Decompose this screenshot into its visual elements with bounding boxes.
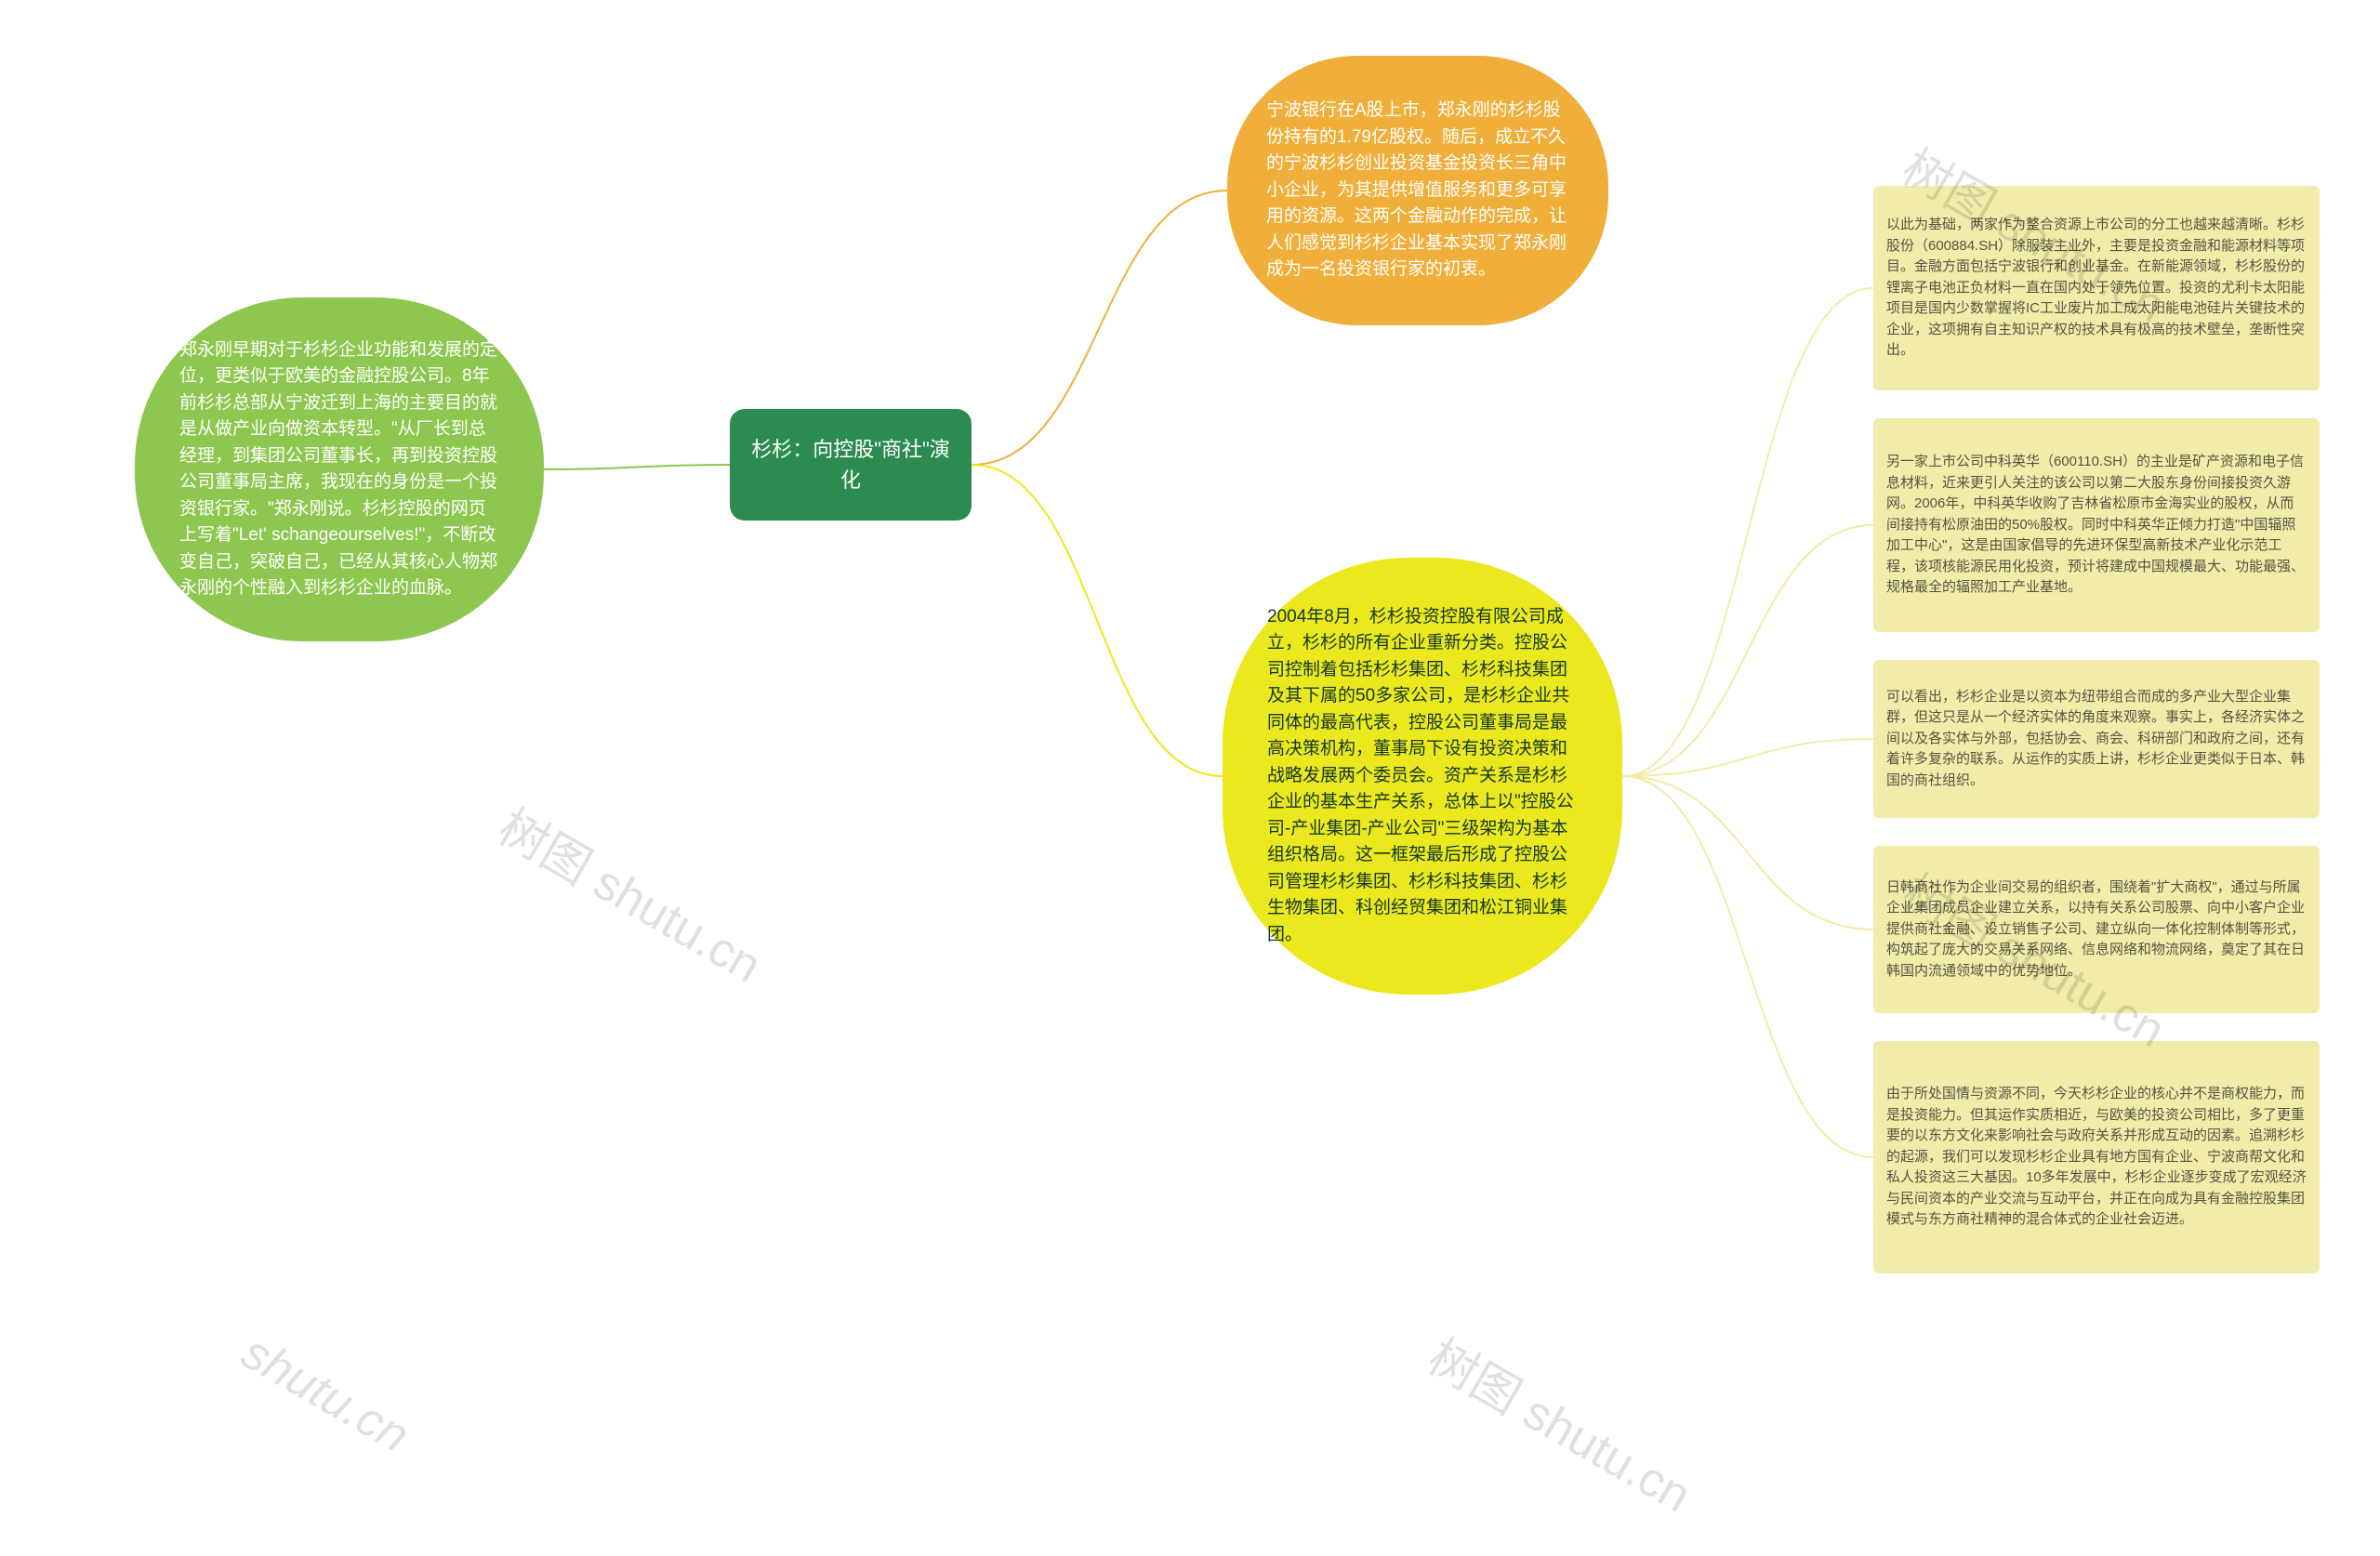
mindmap-branch-mid-text: 2004年8月，杉杉投资控股有限公司成立，杉杉的所有企业重新分类。控股公司控制着… — [1267, 604, 1578, 949]
mindmap-leaf-4-text: 日韩商社作为企业间交易的组织者，围绕着"扩大商权"，通过与所属企业集团成员企业建… — [1886, 877, 2307, 982]
connector — [1622, 288, 1873, 776]
connector — [1622, 776, 1873, 930]
mindmap-root-node[interactable]: 杉杉：向控股"商社"演化 — [730, 409, 972, 521]
connector — [972, 465, 1223, 776]
mindmap-canvas: { "canvas": { "width": 2560, "height": 1… — [0, 0, 2380, 1556]
mindmap-branch-mid[interactable]: 2004年8月，杉杉投资控股有限公司成立，杉杉的所有企业重新分类。控股公司控制着… — [1223, 558, 1622, 995]
mindmap-leaf-2[interactable]: 另一家上市公司中科英华（600110.SH）的主业是矿产资源和电子信息材料，近来… — [1873, 418, 2320, 632]
watermark-text: shutu.cn — [232, 1325, 418, 1464]
mindmap-leaf-5[interactable]: 由于所处国情与资源不同，今天杉杉企业的核心并不是商权能力，而是投资能力。但其运作… — [1873, 1041, 2320, 1273]
mindmap-leaf-1-text: 以此为基础，两家作为整合资源上市公司的分工也越来越清晰。杉杉股份（600884.… — [1886, 215, 2307, 362]
mindmap-leaf-3-text: 可以看出，杉杉企业是以资本为纽带组合而成的多产业大型企业集群，但这只是从一个经济… — [1886, 687, 2307, 792]
watermark-text: 树图 shutu.cn — [488, 789, 776, 996]
connector — [972, 191, 1227, 465]
mindmap-branch-top[interactable]: 宁波银行在A股上市，郑永刚的杉杉股份持有的1.79亿股权。随后，成立不久的宁波杉… — [1227, 56, 1608, 325]
watermark-text: 树图 shutu.cn — [1418, 1319, 1706, 1525]
mindmap-root-label: 杉杉：向控股"商社"演化 — [750, 434, 951, 495]
mindmap-branch-top-text: 宁波银行在A股上市，郑永刚的杉杉股份持有的1.79亿股权。随后，成立不久的宁波杉… — [1266, 98, 1569, 284]
connector — [1622, 525, 1873, 776]
mindmap-branch-left[interactable]: 郑永刚早期对于杉杉企业功能和发展的定位，更类似于欧美的金融控股公司。8年前杉杉总… — [135, 297, 544, 641]
mindmap-leaf-2-text: 另一家上市公司中科英华（600110.SH）的主业是矿产资源和电子信息材料，近来… — [1886, 452, 2307, 599]
mindmap-leaf-3[interactable]: 可以看出，杉杉企业是以资本为纽带组合而成的多产业大型企业集群，但这只是从一个经济… — [1873, 660, 2320, 818]
connector — [1622, 739, 1873, 776]
mindmap-leaf-4[interactable]: 日韩商社作为企业间交易的组织者，围绕着"扩大商权"，通过与所属企业集团成员企业建… — [1873, 846, 2320, 1013]
mindmap-leaf-5-text: 由于所处国情与资源不同，今天杉杉企业的核心并不是商权能力，而是投资能力。但其运作… — [1886, 1084, 2307, 1231]
connector — [544, 465, 730, 469]
mindmap-leaf-1[interactable]: 以此为基础，两家作为整合资源上市公司的分工也越来越清晰。杉杉股份（600884.… — [1873, 186, 2320, 390]
connector — [1622, 776, 1873, 1157]
mindmap-branch-left-text: 郑永刚早期对于杉杉企业功能和发展的定位，更类似于欧美的金融控股公司。8年前杉杉总… — [179, 337, 499, 602]
